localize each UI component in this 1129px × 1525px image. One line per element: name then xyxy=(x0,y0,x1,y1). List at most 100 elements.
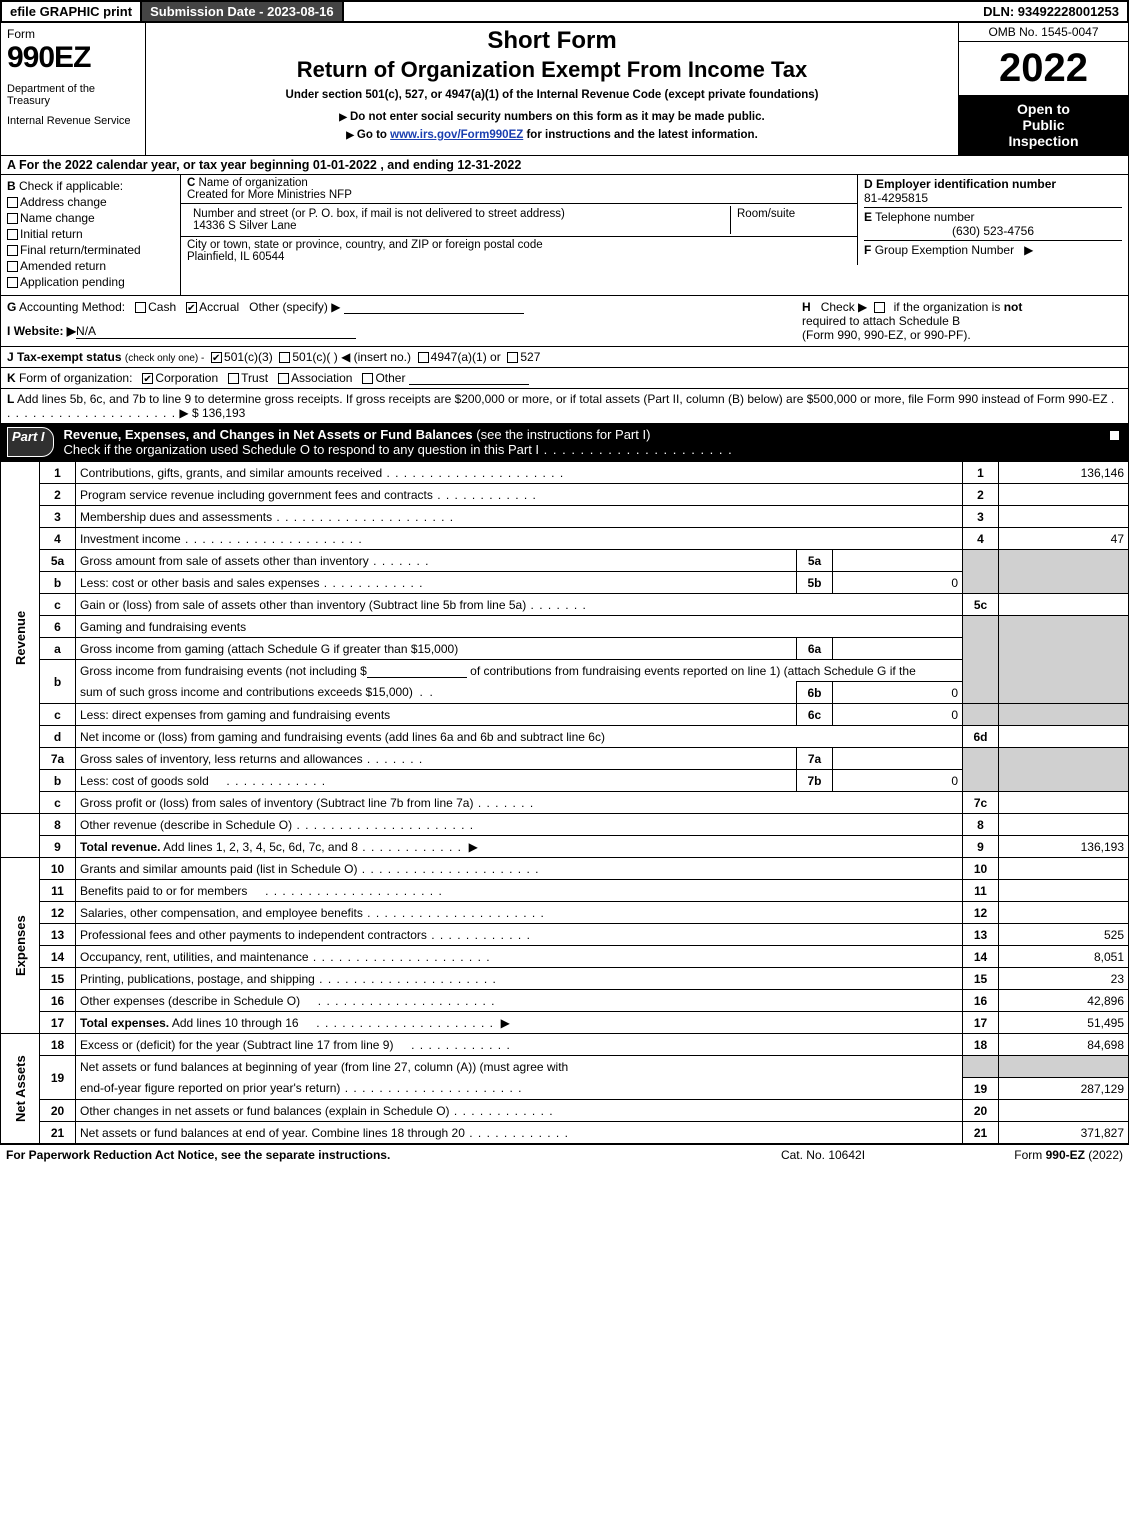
ln15-d: Printing, publications, postage, and shi… xyxy=(80,972,315,986)
line-19a: 19 Net assets or fund balances at beginn… xyxy=(1,1056,1129,1078)
lbl-other-method: Other (specify) xyxy=(249,300,328,314)
l-text: Add lines 5b, 6c, and 7b to line 9 to de… xyxy=(17,392,1108,406)
ln8-n: 8 xyxy=(40,814,76,836)
cb-part1-scho[interactable] xyxy=(1109,430,1120,441)
ln7ab-greyv xyxy=(999,748,1129,792)
line-6: 6 Gaming and fundraising events xyxy=(1,616,1129,638)
ln20-desc: Other changes in net assets or fund bala… xyxy=(76,1100,963,1122)
ln6b-d2: of contributions from fundraising events… xyxy=(470,664,916,678)
ln16-desc: Other expenses (describe in Schedule O) xyxy=(76,990,963,1012)
ln6d-num: 6d xyxy=(963,726,999,748)
section-i: I Website: ▶N/A xyxy=(7,324,802,338)
ln20-d: Other changes in net assets or fund bala… xyxy=(80,1104,450,1118)
goto-post: for instructions and the latest informat… xyxy=(523,129,758,141)
ln8-num: 8 xyxy=(963,814,999,836)
cb-cash[interactable] xyxy=(135,302,146,313)
header-center: Short Form Return of Organization Exempt… xyxy=(146,23,958,155)
side-blank1 xyxy=(1,814,40,858)
input-other-method[interactable] xyxy=(344,300,524,314)
ln10-val xyxy=(999,858,1129,880)
ln1-d: Contributions, gifts, grants, and simila… xyxy=(80,466,382,480)
ln13-val: 525 xyxy=(999,924,1129,946)
cb-final-return[interactable] xyxy=(7,245,18,256)
line-14: 14 Occupancy, rent, utilities, and maint… xyxy=(1,946,1129,968)
cb-trust[interactable] xyxy=(228,373,239,384)
ln6a-n: a xyxy=(40,638,76,660)
lbl-insertno: ◀ (insert no.) xyxy=(341,350,411,364)
title-shortform: Short Form xyxy=(156,27,948,55)
cb-assoc[interactable] xyxy=(278,373,289,384)
line-10: Expenses 10 Grants and similar amounts p… xyxy=(1,858,1129,880)
ln5c-n: c xyxy=(40,594,76,616)
cb-4947[interactable] xyxy=(418,352,429,363)
ln19-d2: end-of-year figure reported on prior yea… xyxy=(80,1081,340,1095)
ln6-n: 6 xyxy=(40,616,76,638)
ln14-d: Occupancy, rent, utilities, and maintena… xyxy=(80,950,309,964)
ln3-d: Membership dues and assessments xyxy=(80,510,272,524)
ln7b-n: b xyxy=(40,770,76,792)
cb-amended[interactable] xyxy=(7,261,18,272)
cb-corp[interactable] xyxy=(142,373,153,384)
line-16: 16 Other expenses (describe in Schedule … xyxy=(1,990,1129,1012)
cb-527[interactable] xyxy=(507,352,518,363)
ln9-n: 9 xyxy=(40,836,76,858)
subtitle-goto: Go to www.irs.gov/Form990EZ for instruct… xyxy=(156,129,948,141)
l-label: L xyxy=(7,392,14,406)
cb-501c3[interactable] xyxy=(211,352,222,363)
ln16-num: 16 xyxy=(963,990,999,1012)
part1-note: (see the instructions for Part I) xyxy=(476,427,650,442)
ln6c-d: Less: direct expenses from gaming and fu… xyxy=(76,704,797,726)
cb-name-change[interactable] xyxy=(7,213,18,224)
b-checkif: Check if applicable: xyxy=(19,179,123,193)
ln7c-n: c xyxy=(40,792,76,814)
cb-other-org[interactable] xyxy=(362,373,373,384)
ln20-val xyxy=(999,1100,1129,1122)
footer-formpre: Form xyxy=(1014,1148,1045,1162)
ln6a-in: 6a xyxy=(797,638,833,660)
ln18-num: 18 xyxy=(963,1034,999,1056)
page-footer: For Paperwork Reduction Act Notice, see … xyxy=(0,1144,1129,1165)
line-5a: 5a Gross amount from sale of assets othe… xyxy=(1,550,1129,572)
footer-formyear: (2022) xyxy=(1085,1148,1123,1162)
ln3-num: 3 xyxy=(963,506,999,528)
input-6b-amount[interactable] xyxy=(367,664,467,678)
dept-treasury: Department of the Treasury xyxy=(7,83,139,107)
input-other-org[interactable] xyxy=(409,371,529,385)
ln7a-n: 7a xyxy=(40,748,76,770)
ln14-n: 14 xyxy=(40,946,76,968)
d-label: D xyxy=(864,177,873,191)
ln6d-d: Net income or (loss) from gaming and fun… xyxy=(76,726,963,748)
ln7b-desc: Less: cost of goods sold xyxy=(76,770,797,792)
cb-pending[interactable] xyxy=(7,277,18,288)
ln15-desc: Printing, publications, postage, and shi… xyxy=(76,968,963,990)
section-g: G Accounting Method: Cash Accrual Other … xyxy=(7,300,802,314)
cb-initial-return[interactable] xyxy=(7,229,18,240)
c-city-row: City or town, state or province, country… xyxy=(181,237,857,265)
h-check: Check ▶ xyxy=(821,300,868,314)
footer-formnum: 990-EZ xyxy=(1046,1148,1085,1162)
irs-link[interactable]: www.irs.gov/Form990EZ xyxy=(390,129,523,141)
cb-address-change[interactable] xyxy=(7,197,18,208)
efile-label[interactable]: efile GRAPHIC print xyxy=(2,2,142,21)
ln19-greyv xyxy=(999,1056,1129,1078)
lbl-501c3: 501(c)(3) xyxy=(224,350,273,364)
line-15: 15 Printing, publications, postage, and … xyxy=(1,968,1129,990)
c-name-row: C Name of organization Created for More … xyxy=(181,175,857,204)
cb-501c[interactable] xyxy=(279,352,290,363)
ln7a-d: Gross sales of inventory, less returns a… xyxy=(80,752,363,766)
form-header: Form 990EZ Department of the Treasury In… xyxy=(0,23,1129,156)
lbl-4947: 4947(a)(1) or xyxy=(431,350,501,364)
c-street-val: 14336 S Silver Lane xyxy=(193,220,297,232)
ln1-val: 136,146 xyxy=(999,462,1129,484)
cb-schedule-b[interactable] xyxy=(874,302,885,313)
f-lbl: Group Exemption Number xyxy=(875,243,1014,257)
ln5a-iv xyxy=(833,550,963,572)
lbl-final: Final return/terminated xyxy=(20,243,141,257)
ln6c-greyv xyxy=(999,704,1129,726)
ln10-n: 10 xyxy=(40,858,76,880)
ln7a-desc: Gross sales of inventory, less returns a… xyxy=(76,748,797,770)
line-6c: c Less: direct expenses from gaming and … xyxy=(1,704,1129,726)
cb-accrual[interactable] xyxy=(186,302,197,313)
i-lbl: Website: ▶ xyxy=(14,324,76,338)
ln5c-d: Gain or (loss) from sale of assets other… xyxy=(80,598,526,612)
